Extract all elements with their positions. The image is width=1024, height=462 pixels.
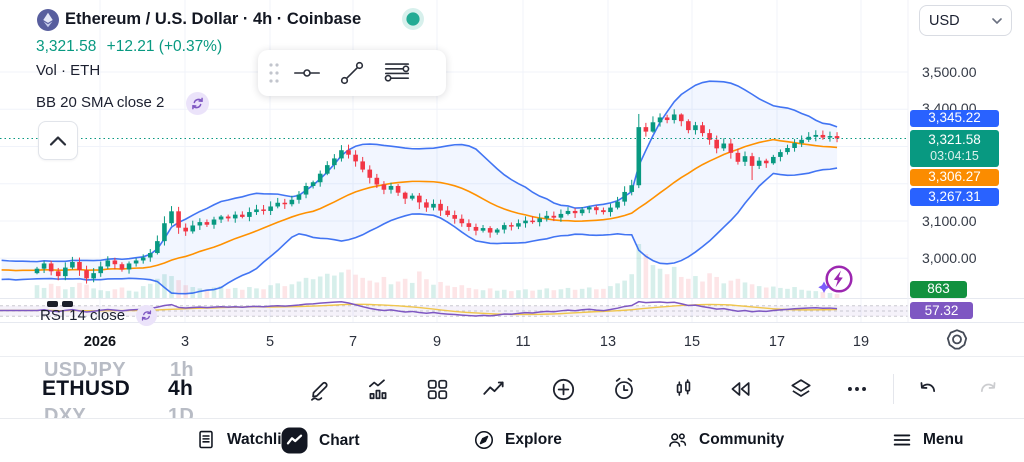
svg-text:5: 5 (266, 334, 274, 350)
bar-replay-button[interactable] (722, 371, 758, 407)
draw-tool-button[interactable] (302, 371, 338, 407)
currency-label: USD (929, 12, 960, 29)
price-change-row: 3,321.58 +12.21 (+0.37%) (36, 38, 222, 56)
nav-watchlist[interactable]: Watchlist (195, 429, 295, 451)
toolbar-divider (893, 374, 894, 404)
price-change: +12.21 (+0.37%) (106, 38, 223, 55)
menu-hamburger-icon (893, 434, 911, 446)
drawing-toolbar (258, 50, 446, 96)
trend-line-tool-icon[interactable] (333, 54, 371, 92)
bb-legend[interactable]: BB 20 SMA close 2 (36, 94, 165, 111)
nav-community[interactable]: Community (666, 429, 784, 451)
svg-text:9: 9 (433, 334, 441, 350)
axis-label: 3,000.00 (922, 250, 977, 266)
chart-icon (281, 427, 308, 454)
current-interval[interactable]: 4h (168, 377, 194, 400)
alerts-button[interactable] (606, 371, 642, 407)
next-symbol[interactable]: DXY (44, 405, 87, 419)
axis-label: 3,100.00 (922, 213, 977, 229)
bottom-navigation: Watchlist Chart Explore Community Menu (0, 418, 1024, 462)
horizontal-line-tool-icon[interactable] (288, 54, 326, 92)
prev-symbol[interactable]: USDJPY (44, 359, 126, 381)
watchlist-icon (199, 430, 213, 449)
svg-text:3: 3 (181, 334, 189, 350)
axis-label: 3,500.00 (922, 64, 977, 80)
nav-explore[interactable]: Explore (473, 429, 562, 451)
indicators-button[interactable] (360, 371, 396, 407)
volume-legend[interactable]: Vol · ETH (36, 62, 101, 79)
community-people-icon (669, 433, 687, 447)
svg-text:19: 19 (853, 334, 869, 350)
symbol-toolbar-strip: USDJPY 1h ETHUSD 4h DXY 1D (0, 356, 1024, 419)
last-price: 3,321.58 (36, 38, 97, 55)
undo-button[interactable] (909, 371, 945, 407)
chevron-down-icon (992, 17, 1002, 24)
currency-selector[interactable]: USD (919, 5, 1012, 36)
svg-text:15: 15 (684, 334, 700, 350)
svg-text:7: 7 (349, 334, 357, 350)
bb-mid-badge: 3,306.27 (910, 168, 999, 186)
layout-grid-button[interactable] (419, 371, 455, 407)
redo-button[interactable] (970, 371, 1006, 407)
bb-sync-icon[interactable] (186, 92, 209, 115)
legend-dash (62, 301, 73, 307)
next-interval[interactable]: 1D (168, 405, 195, 419)
last-price-badge: 3,321.58 03:04:15 (910, 129, 999, 167)
svg-text:13: 13 (600, 334, 616, 350)
eth-logo-icon (37, 9, 59, 31)
add-button[interactable] (545, 371, 581, 407)
chart-type-candles-button[interactable] (665, 371, 701, 407)
rsi-badge: 57.32 (910, 302, 973, 319)
rsi-legend[interactable]: RSI 14 close (40, 307, 126, 324)
nav-menu[interactable]: Menu (891, 429, 963, 451)
patterns-zigzag-button[interactable] (476, 371, 512, 407)
volume-badge: 863 (910, 280, 967, 298)
nav-chart[interactable]: Chart (281, 427, 359, 454)
svg-text:17: 17 (769, 334, 785, 350)
bb-upper-badge: 3,345.22 (910, 109, 999, 127)
legend-dash (47, 301, 58, 307)
rsi-sync-icon[interactable] (136, 305, 157, 326)
more-options-button[interactable] (839, 371, 875, 407)
svg-text:11: 11 (515, 334, 530, 350)
prev-interval[interactable]: 1h (170, 359, 194, 381)
symbol-title[interactable]: Ethereum / U.S. Dollar · 4h · Coinbase (65, 10, 362, 28)
svg-text:2026: 2026 (84, 334, 116, 350)
boost-flash-icon[interactable] (814, 258, 860, 302)
collapse-panel-button[interactable] (38, 121, 78, 160)
bb-lower-badge: 3,267.31 (910, 188, 999, 206)
current-symbol[interactable]: ETHUSD (42, 377, 131, 400)
axis-settings-gear-icon[interactable] (943, 327, 971, 353)
market-open-dot-icon (402, 8, 424, 30)
parallel-lines-tool-icon[interactable] (378, 54, 416, 92)
explore-compass-icon (474, 430, 494, 450)
drag-handle-icon[interactable] (267, 59, 281, 87)
object-tree-layers-button[interactable] (783, 371, 819, 407)
